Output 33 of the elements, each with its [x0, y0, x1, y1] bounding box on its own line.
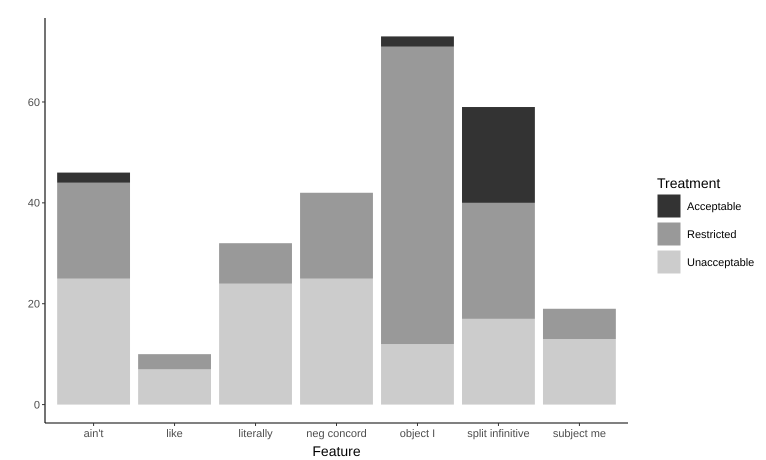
bar — [462, 202, 535, 319]
bar — [462, 318, 535, 405]
legend-label: Restricted — [687, 228, 737, 241]
bar — [219, 284, 292, 405]
legend-label: Unacceptable — [687, 256, 754, 269]
x-tick-label: object I — [400, 428, 436, 440]
x-tick-label: neg concord — [306, 428, 367, 440]
x-tick-label: split infinitive — [467, 428, 530, 440]
bar — [381, 46, 454, 344]
bar — [462, 107, 535, 203]
legend-title: Treatment — [657, 175, 720, 191]
bar — [381, 36, 454, 46]
bar — [219, 243, 292, 284]
x-tick-label: subject me — [552, 428, 606, 440]
x-axis-title: Feature — [312, 443, 361, 459]
y-tick-label: 20 — [28, 298, 40, 311]
y-tick-label: 60 — [28, 96, 40, 109]
x-tick-label: literally — [238, 428, 274, 440]
x-tick-label: like — [166, 428, 183, 440]
y-tick-label: 0 — [34, 399, 40, 412]
bar — [138, 354, 211, 370]
bar — [57, 182, 130, 278]
bar — [57, 278, 130, 405]
y-tick-label: 40 — [28, 198, 40, 210]
bar — [542, 308, 616, 340]
bar — [542, 339, 616, 405]
bar — [300, 278, 373, 405]
bar — [381, 344, 454, 405]
bar — [300, 192, 373, 278]
x-tick-label: ain't — [84, 428, 104, 440]
bar — [57, 172, 130, 183]
legend-label: Acceptable — [687, 200, 742, 213]
bar — [138, 369, 211, 405]
